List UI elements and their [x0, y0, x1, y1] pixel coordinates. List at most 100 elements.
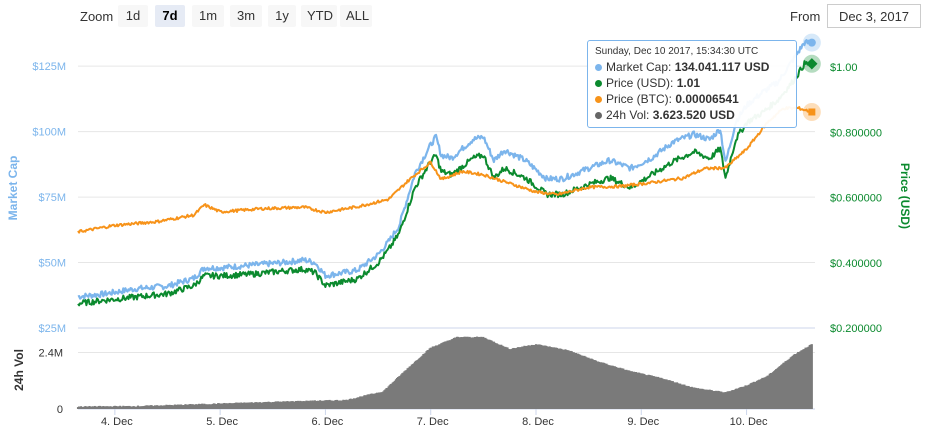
zoom-ytd-button[interactable]: YTD: [301, 5, 337, 27]
volume-bar: [371, 393, 374, 409]
volume-bar: [526, 345, 529, 409]
series-line-price-btc-: [77, 106, 813, 234]
volume-bar: [806, 347, 809, 409]
volume-bar: [717, 390, 720, 409]
axes: $25M $50M $75M $100M $125M $0.200000 $0.400000…: [32, 61, 882, 428]
volume-bar: [507, 348, 510, 409]
volume-bar: [161, 405, 164, 409]
volume-bar: [236, 403, 240, 409]
volume-bar: [111, 406, 114, 409]
volume-bar: [216, 403, 220, 409]
volume-bar: [787, 359, 790, 409]
volume-bar: [83, 406, 86, 409]
volume-bar: [187, 404, 190, 409]
volume-bar: [612, 366, 615, 409]
volume-bar: [684, 385, 687, 409]
volume-bar: [343, 399, 346, 409]
volume-bar: [227, 403, 230, 409]
volume-bar: [633, 372, 637, 409]
volume-bar: [112, 406, 115, 409]
volume-bar: [106, 406, 109, 409]
volume-bar: [488, 339, 491, 409]
volume-bar: [409, 366, 412, 409]
volume-bar: [276, 401, 280, 409]
volume-bar: [777, 367, 780, 409]
volume-bar: [508, 349, 511, 409]
zoom-1y-button[interactable]: 1y: [268, 5, 296, 27]
volume-bar: [465, 337, 468, 409]
volume-bar: [243, 402, 246, 409]
volume-bar: [222, 403, 225, 409]
zoom-3m-button[interactable]: 3m: [230, 5, 262, 27]
volume-bar: [258, 402, 261, 409]
volume-bar: [573, 353, 576, 409]
volume-bar: [739, 387, 742, 409]
volume-bar: [86, 406, 89, 409]
volume-bar: [726, 391, 729, 409]
volume-bar: [751, 382, 754, 409]
volume-bar: [470, 337, 473, 409]
from-date-input[interactable]: [827, 4, 921, 28]
volume-bar: [464, 336, 467, 409]
volume-bar: [671, 381, 674, 409]
volume-bar: [805, 347, 808, 409]
volume-bar: [228, 402, 231, 409]
zoom-all-button[interactable]: ALL: [340, 5, 372, 27]
volume-bar: [518, 347, 521, 409]
volume-bar: [428, 348, 431, 409]
volume-bar: [469, 337, 472, 409]
volume-bar: [293, 401, 296, 409]
volume-bar: [749, 383, 752, 409]
tooltip-row-volume: 24h Vol: 3.623.520 USD: [595, 107, 789, 123]
volume-bar: [325, 400, 328, 409]
volume-bar: [210, 404, 213, 409]
volume-bar: [540, 344, 543, 409]
volume-bar: [259, 402, 262, 409]
volume-bar: [401, 373, 404, 409]
zoom-1d-button[interactable]: 1d: [118, 5, 148, 27]
volume-bar: [639, 373, 642, 409]
volume-bar: [724, 392, 727, 409]
volume-bar: [557, 348, 560, 409]
x-tick-label: 10. Dec: [730, 416, 768, 428]
volume-bar: [132, 406, 135, 409]
volume-bar: [741, 386, 744, 409]
volume-bar: [779, 366, 782, 409]
volume-bar: [79, 406, 82, 409]
tooltip-label: Price (USD):: [606, 76, 674, 90]
volume-bar: [300, 401, 303, 409]
volume-bar: [407, 367, 410, 409]
volume-bar: [435, 345, 439, 409]
volume-bar: [130, 406, 133, 409]
volume-bar: [632, 371, 635, 409]
volume-bar: [631, 372, 634, 409]
zoom-1m-button[interactable]: 1m: [192, 5, 224, 27]
volume-bar: [347, 400, 350, 409]
volume-bar: [291, 401, 294, 409]
volume-bar: [317, 400, 320, 409]
volume-bar: [784, 361, 787, 409]
volume-bar: [226, 403, 229, 409]
volume-bar: [661, 378, 664, 409]
volume-bar: [594, 360, 598, 409]
volume-bar: [468, 336, 471, 409]
volume-bar: [679, 383, 682, 409]
volume-bar: [457, 336, 460, 409]
volume-bar: [362, 396, 365, 409]
volume-bar: [391, 382, 394, 409]
volume-bar: [753, 382, 757, 409]
volume-bar: [253, 402, 256, 409]
volume-bar: [569, 350, 572, 409]
volume-bar: [414, 360, 418, 409]
volume-bar: [426, 350, 429, 409]
volume-bar: [162, 405, 165, 409]
volume-bar: [558, 348, 561, 409]
volume-bar: [424, 353, 427, 409]
volume-bar: [133, 406, 136, 409]
volume-bar: [803, 349, 806, 409]
volume-bar: [367, 394, 370, 409]
volume-bar: [669, 380, 672, 409]
zoom-7d-button[interactable]: 7d: [155, 5, 185, 27]
volume-bar: [713, 391, 717, 409]
